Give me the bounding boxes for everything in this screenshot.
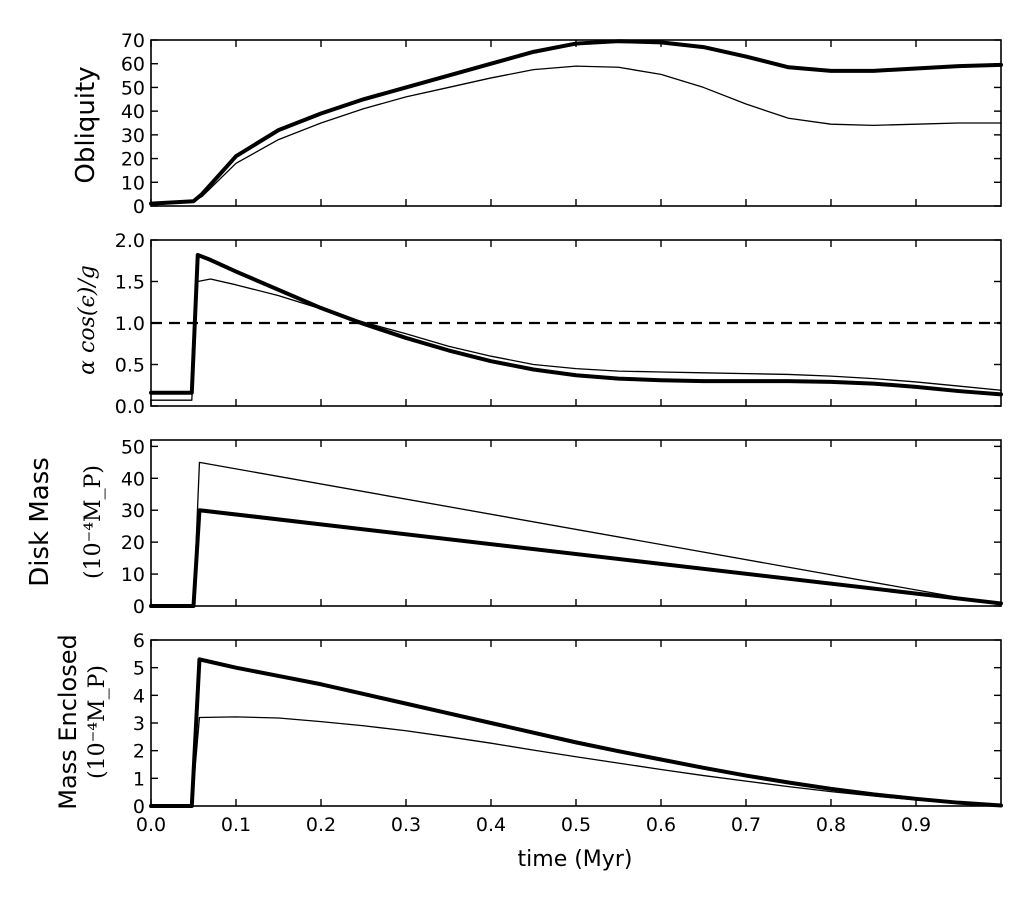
y-tick-label: 1.5 xyxy=(115,272,145,294)
series-line-thin xyxy=(150,461,1002,607)
plot-frame xyxy=(150,439,1002,607)
panel3-ylabel: Disk Mass xyxy=(25,457,55,587)
plot-frame xyxy=(150,39,1002,207)
x-tick-label: 0.3 xyxy=(391,814,421,836)
y-tick-label: 10 xyxy=(121,564,145,586)
y-tick-label: 30 xyxy=(121,500,145,522)
x-tick-label: 0.7 xyxy=(731,814,761,836)
y-tick-label: 0.5 xyxy=(115,355,145,377)
y-tick-label: 2 xyxy=(133,741,145,763)
x-tick-label: 0.8 xyxy=(816,814,846,836)
x-tick-label: 0.5 xyxy=(561,814,591,836)
x-tick-label: 0.0 xyxy=(136,814,166,836)
series-line-thin xyxy=(150,65,1002,205)
y-tick-label: 1.0 xyxy=(115,313,145,335)
y-tick-label: 20 xyxy=(121,149,145,171)
y-tick-label: 5 xyxy=(133,658,145,680)
y-tick-label: 70 xyxy=(121,30,145,52)
y-tick-label: 30 xyxy=(121,125,145,147)
y-tick-label: 40 xyxy=(121,101,145,123)
plot-frame xyxy=(150,639,1002,807)
series-line-thin xyxy=(150,278,1002,401)
series-line-thick xyxy=(149,508,1003,608)
panel-2: 0.0 0.5 1.0 1.5 2.0 xyxy=(115,230,1003,418)
x-tick-label: 0.9 xyxy=(901,814,931,836)
panel2-ylabel: α cos(ϵ)/g xyxy=(75,265,100,375)
y-tick-label: 0 xyxy=(133,596,145,618)
series-line-thin xyxy=(150,716,1002,807)
panel3-ylabel-unit: (10⁻⁴M_P) xyxy=(81,465,106,579)
panel4-ylabel-unit: (10⁻⁴M_P) xyxy=(85,665,110,779)
series-line-thick xyxy=(149,39,1003,206)
y-tick-label: 2.0 xyxy=(115,230,145,252)
x-tick-label: 0.4 xyxy=(476,814,506,836)
y-tick-label: 3 xyxy=(133,713,145,735)
y-tick-label: 6 xyxy=(133,630,145,652)
series-line-thick xyxy=(149,657,1003,808)
panel-3: 0 10 20 30 40 50 xyxy=(121,436,1003,618)
x-axis-label: time (Myr) xyxy=(518,847,633,872)
panel4-ylabel: Mass Enclosed xyxy=(54,634,82,809)
y-tick-label: 0 xyxy=(133,796,145,818)
series-line-thick xyxy=(149,252,1003,397)
x-tick-label: 0.1 xyxy=(221,814,251,836)
y-tick-label: 10 xyxy=(121,172,145,194)
y-tick-label: 50 xyxy=(121,77,145,99)
y-tick-label: 60 xyxy=(121,54,145,76)
panel-4: 0 1 2 3 4 5 6 0.0 0.1 0.2 0.3 0.4 0.5 0.6 0.7 0.8 0.9 xyxy=(133,630,1003,836)
y-tick-label: 4 xyxy=(133,685,145,707)
y-tick-label: 50 xyxy=(121,436,145,458)
x-tick-label: 0.6 xyxy=(646,814,676,836)
y-tick-label: 0.0 xyxy=(115,396,145,418)
x-tick-label: 0.2 xyxy=(306,814,336,836)
panels: 0102030405060700.00.51.01.52.00102030405… xyxy=(115,30,1003,836)
y-tick-label: 20 xyxy=(121,532,145,554)
panel1-ylabel: Obliquity xyxy=(71,66,101,183)
y-tick-label: 0 xyxy=(133,196,145,218)
y-tick-label: 1 xyxy=(133,768,145,790)
y-tick-label: 40 xyxy=(121,468,145,490)
